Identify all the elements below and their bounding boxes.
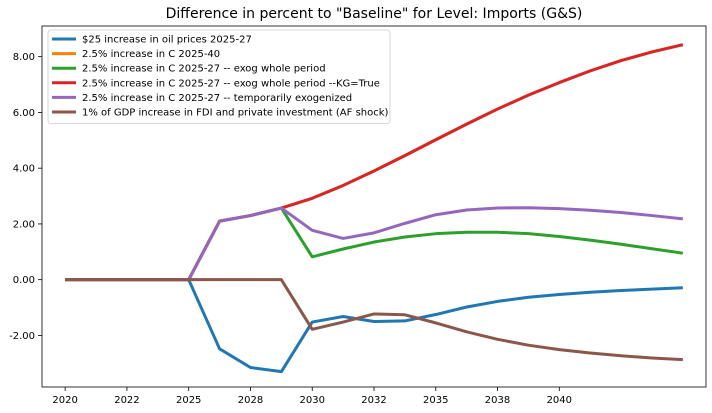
x-tick-label: 2022	[114, 395, 139, 406]
x-tick-label: 2040	[547, 395, 572, 406]
legend-label: 2.5% increase in C 2025-27 -- exog whole…	[82, 64, 326, 75]
legend: $25 increase in oil prices 2025-27 2.5% i…	[47, 29, 391, 124]
legend-label: 2.5% increase in C 2025-27 -- temporaril…	[82, 93, 352, 104]
x-axis: 2020 2022 2025 2028 2030 2032 2035 2038 2040	[52, 387, 572, 406]
x-tick-label: 2028	[238, 395, 263, 406]
legend-label: 2.5% increase in C 2025-40	[82, 49, 220, 60]
x-tick-label: 2035	[423, 395, 448, 406]
series-line-5	[65, 206, 684, 282]
plot-area	[65, 43, 684, 374]
legend-label: 1% of GDP increase in FDI and private in…	[82, 108, 389, 119]
y-tick-label: 8.00	[13, 52, 35, 63]
y-tick-label: 2.00	[13, 219, 35, 230]
y-axis: -2.00 0.00 2.00 4.00 6.00 8.00	[9, 52, 42, 342]
x-tick-label: 2030	[300, 395, 325, 406]
y-tick-label: 4.00	[13, 164, 35, 175]
y-tick-label: 0.00	[13, 275, 35, 286]
series-line-6	[65, 278, 683, 362]
x-tick-label: 2025	[176, 395, 201, 406]
x-tick-label: 2038	[485, 395, 510, 406]
y-tick-label: -2.00	[9, 331, 35, 342]
chart-title: Difference in percent to "Baseline" for …	[166, 6, 583, 22]
legend-box	[47, 29, 391, 124]
x-tick-label: 2020	[52, 395, 77, 406]
series-line-3	[65, 206, 684, 282]
legend-label: $25 increase in oil prices 2025-27	[82, 35, 252, 46]
series-line-1	[65, 278, 683, 374]
x-tick-label: 2032	[361, 395, 386, 406]
y-tick-label: 6.00	[13, 108, 35, 119]
legend-label: 2.5% increase in C 2025-27 -- exog whole…	[82, 78, 380, 89]
